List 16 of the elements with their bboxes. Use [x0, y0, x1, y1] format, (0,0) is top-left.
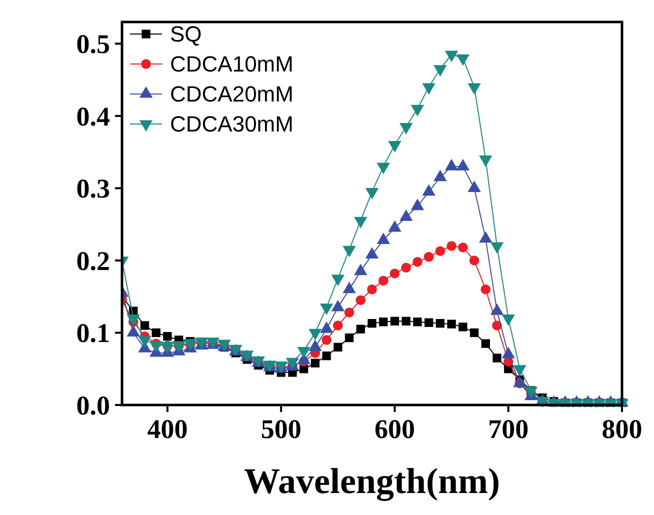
y-tick-label: 0.1 [76, 318, 110, 348]
x-tick-label: 600 [374, 414, 415, 444]
y-tick-label: 0.3 [76, 174, 110, 204]
x-tick-label: 500 [260, 414, 302, 444]
y-tick-label: 0.4 [76, 101, 110, 132]
y-tick-label: 0.2 [76, 246, 110, 276]
y-tick-label: 0.0 [76, 390, 110, 420]
x-axis-title: Wavelength(nm) [244, 461, 500, 501]
x-tick-label: 400 [147, 414, 188, 444]
y-tick-label: 0.5 [76, 29, 110, 60]
legend-label: CDCA30mM [170, 112, 294, 137]
x-tick-label: 800 [602, 414, 642, 444]
legend-label: CDCA10mM [170, 52, 294, 77]
legend-label: SQ [170, 22, 202, 47]
x-tick-label: 700 [488, 414, 529, 444]
legend-label: CDCA20mM [170, 82, 294, 107]
